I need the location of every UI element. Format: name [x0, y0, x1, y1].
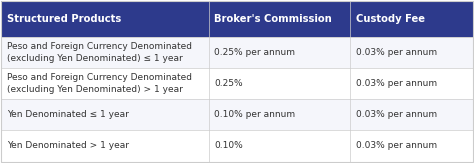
FancyBboxPatch shape: [1, 130, 209, 162]
FancyBboxPatch shape: [350, 99, 473, 130]
FancyBboxPatch shape: [1, 99, 209, 130]
Text: Custody Fee: Custody Fee: [356, 14, 425, 24]
FancyBboxPatch shape: [209, 99, 350, 130]
FancyBboxPatch shape: [1, 68, 209, 99]
Text: 0.25% per annum: 0.25% per annum: [214, 48, 295, 57]
Text: Peso and Foreign Currency Denominated
(excluding Yen Denominated) ≤ 1 year: Peso and Foreign Currency Denominated (e…: [7, 42, 192, 63]
Text: Yen Denominated > 1 year: Yen Denominated > 1 year: [7, 141, 129, 150]
Text: 0.10% per annum: 0.10% per annum: [214, 110, 295, 119]
FancyBboxPatch shape: [350, 68, 473, 99]
Text: Broker's Commission: Broker's Commission: [214, 14, 332, 24]
Text: 0.25%: 0.25%: [214, 79, 243, 88]
FancyBboxPatch shape: [1, 1, 209, 37]
FancyBboxPatch shape: [1, 37, 209, 68]
Text: Structured Products: Structured Products: [7, 14, 121, 24]
Text: 0.10%: 0.10%: [214, 141, 243, 150]
Text: 0.03% per annum: 0.03% per annum: [356, 48, 437, 57]
FancyBboxPatch shape: [209, 37, 350, 68]
FancyBboxPatch shape: [350, 130, 473, 162]
Text: Peso and Foreign Currency Denominated
(excluding Yen Denominated) > 1 year: Peso and Foreign Currency Denominated (e…: [7, 73, 192, 94]
FancyBboxPatch shape: [209, 1, 350, 37]
FancyBboxPatch shape: [350, 1, 473, 37]
FancyBboxPatch shape: [350, 37, 473, 68]
FancyBboxPatch shape: [209, 130, 350, 162]
Text: 0.03% per annum: 0.03% per annum: [356, 141, 437, 150]
Text: Yen Denominated ≤ 1 year: Yen Denominated ≤ 1 year: [7, 110, 129, 119]
Text: 0.03% per annum: 0.03% per annum: [356, 110, 437, 119]
FancyBboxPatch shape: [209, 68, 350, 99]
Text: 0.03% per annum: 0.03% per annum: [356, 79, 437, 88]
